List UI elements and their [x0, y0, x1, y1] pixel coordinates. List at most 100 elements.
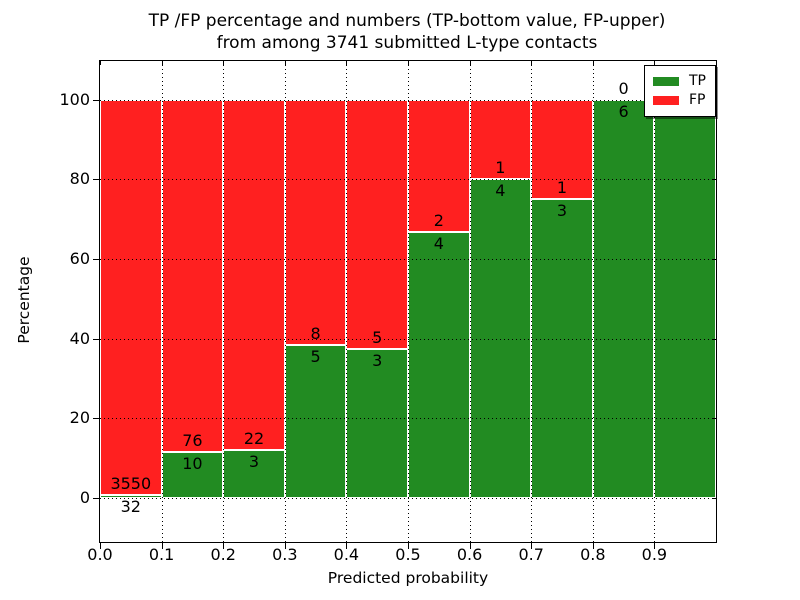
fp-count-label: 1 [495, 158, 506, 178]
legend-entry-tp: TP [653, 74, 706, 89]
bar-tp-segment [654, 99, 716, 499]
v-gridline [223, 61, 225, 542]
legend-label-fp: FP [689, 92, 706, 108]
tp-count-label: 3 [556, 201, 568, 221]
chart-title: TP /FP percentage and numbers (TP-bottom… [99, 10, 715, 54]
y-tick-label: 80 [69, 169, 90, 189]
fp-count-label: 5 [372, 327, 383, 347]
x-tick-label: 0.6 [456, 545, 483, 564]
x-tick [592, 543, 594, 549]
y-tick [93, 179, 99, 181]
fp-count-label: 0 [618, 78, 629, 98]
x-tick [346, 61, 348, 65]
y-tick-label: 20 [69, 408, 90, 428]
y-tick [712, 179, 716, 181]
fp-legend-swatch [653, 96, 679, 105]
fp-count-label: 3550 [110, 473, 152, 493]
x-tick [408, 543, 409, 549]
x-tick [346, 543, 348, 549]
x-tick [161, 543, 163, 549]
x-tick [223, 61, 225, 65]
x-tick-label: 0.3 [272, 545, 298, 564]
x-tick [408, 61, 409, 65]
y-tick [712, 418, 716, 420]
x-tick [654, 543, 656, 549]
chart-title-line1: TP /FP percentage and numbers (TP-bottom… [148, 11, 666, 31]
y-tick [712, 338, 716, 340]
bar-fp-segment [346, 99, 408, 349]
bar-fp-segment [161, 99, 224, 452]
y-tick [712, 498, 716, 500]
y-tick [93, 259, 99, 261]
legend-entry-fp: FP [653, 93, 706, 108]
x-tick [469, 61, 471, 65]
x-tick [531, 61, 533, 65]
y-tick [93, 99, 99, 101]
fp-count-label: 22 [243, 429, 265, 449]
y-tick-label: 40 [69, 328, 90, 348]
bar-tp-segment [223, 450, 285, 499]
fp-count-label: 1 [556, 178, 568, 198]
x-tick [284, 61, 286, 65]
x-tick-label: 0.7 [518, 545, 544, 564]
v-gridline [654, 61, 656, 542]
tp-count-label: 3 [372, 350, 383, 370]
x-tick-label: 0.9 [641, 545, 668, 564]
fp-count-label: 2 [433, 211, 444, 231]
tp-count-label: 4 [433, 234, 444, 254]
y-tick [93, 418, 99, 420]
bar-fp-segment [100, 99, 162, 495]
x-tick [531, 543, 533, 549]
v-gridline [531, 61, 533, 542]
v-gridline [592, 61, 594, 542]
x-tick [592, 61, 594, 65]
y-tick [93, 498, 99, 500]
y-tick-label: 60 [69, 249, 90, 269]
bar-tp-segment [346, 348, 408, 499]
x-tick [223, 543, 225, 549]
x-tick [284, 543, 286, 549]
v-gridline [469, 61, 471, 542]
tp-count-label: 32 [120, 496, 141, 516]
annotations-layer: 355032761022385532414130606 [100, 61, 716, 542]
y-tick [712, 259, 716, 261]
x-tick [469, 543, 471, 549]
bar-tp-segment [100, 494, 162, 499]
v-gridline [284, 61, 286, 542]
tp-count-label: 4 [495, 181, 506, 201]
x-tick-label: 0.0 [87, 545, 113, 564]
fp-count-label: 8 [310, 323, 321, 343]
x-tick-label: 0.5 [395, 545, 421, 564]
bar-fp-segment [469, 99, 532, 180]
v-gridline [346, 61, 348, 542]
tp-count-label: 6 [618, 101, 629, 121]
y-tick [93, 338, 99, 340]
x-tick-label: 0.1 [148, 545, 175, 564]
x-tick [654, 61, 656, 65]
grid-layer: 0.0 0.1 0.2 0.3 0.4 0.5 0.6 0.7 0.8 0.9 0 20 40 60 80 1… [59, 61, 716, 564]
tp-count-label: 10 [182, 453, 203, 473]
x-tick-label: 0.4 [333, 545, 360, 564]
bar-fp-segment [284, 99, 347, 345]
v-gridline [408, 61, 409, 542]
y-tick-label: 0 [79, 488, 90, 508]
tp-legend-swatch [653, 77, 679, 86]
y-tick-label: 100 [59, 89, 90, 109]
v-gridline [161, 61, 163, 542]
plot-area: 0.0 0.1 0.2 0.3 0.4 0.5 0.6 0.7 0.8 0.9 0 20 40 60 80 1… [59, 60, 717, 587]
bars-layer [100, 61, 716, 542]
legend-label-tp: TP [689, 73, 706, 89]
legend: TP FP [644, 65, 716, 117]
x-tick [100, 61, 101, 65]
x-tick-label: 0.2 [210, 545, 236, 564]
bar-tp-segment [284, 344, 347, 499]
x-tick-label: 0.8 [580, 545, 606, 564]
chart-title-line2: from among 3741 submitted L-type contact… [216, 33, 598, 53]
tp-count-label: 5 [310, 346, 321, 366]
fp-count-label: 76 [182, 430, 203, 450]
bar-tp-segment [531, 199, 593, 499]
tp-count-label: 3 [248, 452, 260, 472]
bar-tp-segment [592, 99, 655, 499]
x-axis-label: Predicted probability [327, 569, 489, 587]
